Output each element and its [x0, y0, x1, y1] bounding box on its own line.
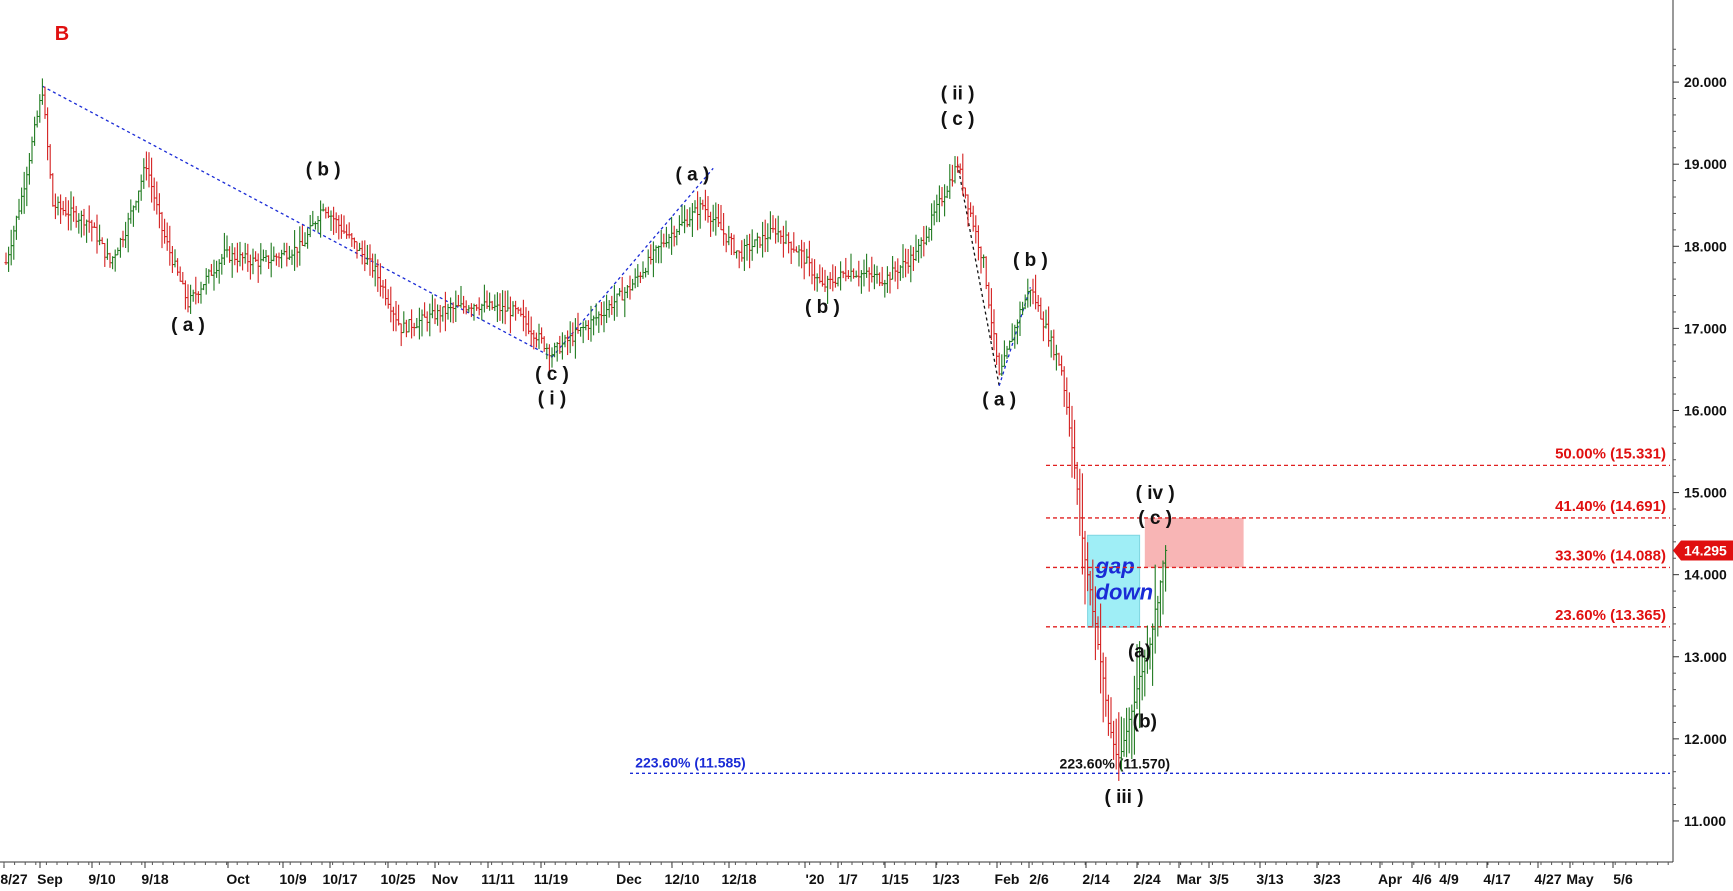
wave-label: ( a )	[676, 165, 710, 186]
trendline	[956, 164, 1000, 386]
target-zone-box	[1144, 517, 1244, 568]
x-tick-label: 1/7	[838, 871, 858, 887]
x-tick-label: 3/5	[1209, 871, 1229, 887]
wave-label: ( c )	[1138, 508, 1172, 529]
y-tick-label: 11.000	[1684, 813, 1726, 829]
wave-label: ( i )	[538, 389, 567, 410]
wave-label: ( b )	[1013, 250, 1048, 271]
extension-label-left: 223.60% (11.585)	[635, 754, 746, 770]
x-tick-label: 2/14	[1082, 871, 1109, 887]
x-tick-label: Mar	[1177, 871, 1202, 887]
x-tick-label: 10/9	[279, 871, 306, 887]
x-tick-label: 9/10	[88, 871, 115, 887]
fibonacci-levels: 50.00% (15.331) 41.40% (14.691) 33.30% (14…	[630, 445, 1670, 774]
x-tick-label: Apr	[1378, 871, 1403, 887]
wave-label: (a)	[1128, 642, 1151, 663]
x-tick-label: 8/27	[0, 871, 27, 887]
wave-labels: ( a ) ( b ) ( c ) ( i ) ( a ) ( b ) ( ii ) ( c …	[55, 23, 1175, 808]
last-price-label: 14.295	[1684, 542, 1727, 558]
fib-level-label: 33.30% (14.088)	[1555, 547, 1666, 564]
fib-level-label: 23.60% (13.365)	[1555, 607, 1666, 624]
wave-label: ( c )	[535, 364, 569, 385]
y-tick-label: 19.000	[1684, 156, 1727, 172]
wave-label: ( b )	[805, 297, 840, 318]
y-tick-label: 13.000	[1684, 649, 1727, 665]
x-tick-label: 12/18	[721, 871, 756, 887]
gap-down-box	[1087, 534, 1141, 628]
x-tick-label: 4/17	[1483, 871, 1510, 887]
x-tick-label: Nov	[432, 871, 459, 887]
gap-down-label-line1: gap	[1095, 553, 1135, 578]
x-tick-label: May	[1566, 871, 1593, 887]
wave-label: ( b )	[306, 160, 341, 181]
fib-level-label: 41.40% (14.691)	[1555, 498, 1666, 515]
x-tick-label: 4/6	[1412, 871, 1432, 887]
wave-label: ( iv )	[1136, 483, 1175, 504]
x-tick-label: 3/13	[1256, 871, 1283, 887]
y-tick-label: 16.000	[1684, 402, 1727, 418]
price-bars	[4, 78, 1168, 781]
x-tick-label: 12/10	[664, 871, 699, 887]
x-tick-label: 11/19	[534, 871, 568, 887]
wave-label: ( a )	[982, 390, 1016, 411]
x-tick-label: Dec	[616, 871, 642, 887]
wave-label: ( ii )	[941, 83, 975, 104]
x-tick-label: 5/6	[1613, 871, 1633, 887]
extension-label-right: 223.60% (11.570)	[1060, 755, 1171, 771]
x-tick-label: 10/17	[322, 871, 357, 887]
y-tick-label: 15.000	[1684, 485, 1727, 501]
last-price-tag	[1673, 540, 1733, 561]
y-tick-label: 20.000	[1684, 74, 1727, 90]
gap-down-label-line2: down	[1096, 579, 1153, 604]
wave-label: ( iii )	[1104, 787, 1143, 808]
trendline	[42, 85, 553, 358]
wave-label: ( c )	[941, 109, 975, 130]
y-tick-label: 18.000	[1684, 238, 1727, 254]
y-tick-label: 17.000	[1684, 320, 1727, 336]
wave-marker-b: B	[55, 23, 69, 45]
x-tick-label: 9/18	[141, 871, 168, 887]
y-tick-label: 12.000	[1684, 731, 1727, 747]
x-tick-label: 4/9	[1439, 871, 1459, 887]
x-tick-label: 1/15	[881, 871, 908, 887]
x-tick-label: 4/27	[1534, 871, 1561, 887]
x-tick-label: 10/25	[380, 871, 415, 887]
x-tick-label: 11/11	[481, 871, 515, 887]
fib-level-label: 50.00% (15.331)	[1555, 445, 1666, 462]
x-tick-label: Feb	[995, 871, 1020, 887]
x-tick-label: 3/23	[1313, 871, 1340, 887]
trendline	[551, 167, 714, 358]
x-tick-label: 2/6	[1029, 871, 1049, 887]
wave-label: ( a )	[171, 315, 205, 336]
x-tick-label: Sep	[37, 871, 63, 887]
x-tick-label: 1/23	[932, 871, 959, 887]
x-tick-label: Oct	[226, 871, 250, 887]
x-tick-label: '20	[806, 871, 825, 887]
x-tick-label: 2/24	[1133, 871, 1160, 887]
wave-label: (b)	[1133, 711, 1157, 732]
y-tick-label: 14.000	[1684, 567, 1727, 583]
